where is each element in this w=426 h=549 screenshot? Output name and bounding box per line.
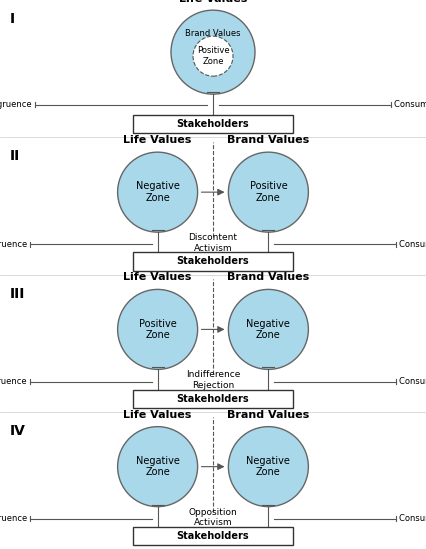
Text: Brand Values: Brand Values [185,29,241,38]
Circle shape [228,152,308,232]
Text: Positive
Zone: Positive Zone [197,47,229,66]
Text: Stakeholders: Stakeholders [177,394,249,404]
Circle shape [228,427,308,507]
Text: Positive
Zone: Positive Zone [250,181,287,203]
Circle shape [193,36,233,76]
Text: II: II [10,149,20,163]
Text: Consumption Identity Congruence: Consumption Identity Congruence [399,240,426,249]
Text: Indifference
Rejection: Indifference Rejection [186,371,240,390]
Text: Consumption Identity Incongruence: Consumption Identity Incongruence [399,514,426,523]
Text: Opposition
Activism: Opposition Activism [189,508,237,527]
Text: Life Values: Life Values [179,0,247,4]
Circle shape [228,289,308,369]
Text: Self Identity Incongruence: Self Identity Incongruence [0,514,27,523]
Text: Stakeholders: Stakeholders [177,256,249,266]
FancyBboxPatch shape [133,527,293,545]
Text: Stakeholders: Stakeholders [177,119,249,129]
Text: Brand Values: Brand Values [227,135,310,145]
Text: Consumption Identity Congruence: Consumption Identity Congruence [394,100,426,109]
Text: I: I [10,12,15,26]
Text: Life Values: Life Values [124,410,192,419]
Circle shape [171,10,255,94]
Text: Self Identity Congruence: Self Identity Congruence [0,377,27,386]
Text: III: III [10,287,26,300]
Text: Negative
Zone: Negative Zone [247,318,290,340]
Text: Life Values: Life Values [124,135,192,145]
FancyBboxPatch shape [133,253,293,271]
FancyBboxPatch shape [133,390,293,408]
Text: Brand Values: Brand Values [227,410,310,419]
Text: Stakeholders: Stakeholders [177,531,249,541]
Text: Discontent
Activism: Discontent Activism [188,233,238,253]
Circle shape [118,427,198,507]
Text: IV: IV [10,424,26,438]
Text: Positive
Zone: Positive Zone [139,318,176,340]
Text: Brand Values: Brand Values [227,272,310,282]
Text: Self Identity Congruence: Self Identity Congruence [0,100,32,109]
Text: Negative
Zone: Negative Zone [247,456,290,478]
FancyBboxPatch shape [133,115,293,133]
Circle shape [118,152,198,232]
Text: Self Identity Incongruence: Self Identity Incongruence [0,240,27,249]
Text: Consumption Identity Incongruence: Consumption Identity Incongruence [399,377,426,386]
Text: Negative
Zone: Negative Zone [136,456,179,478]
Text: Negative
Zone: Negative Zone [136,181,179,203]
Circle shape [118,289,198,369]
Text: Life Values: Life Values [124,272,192,282]
